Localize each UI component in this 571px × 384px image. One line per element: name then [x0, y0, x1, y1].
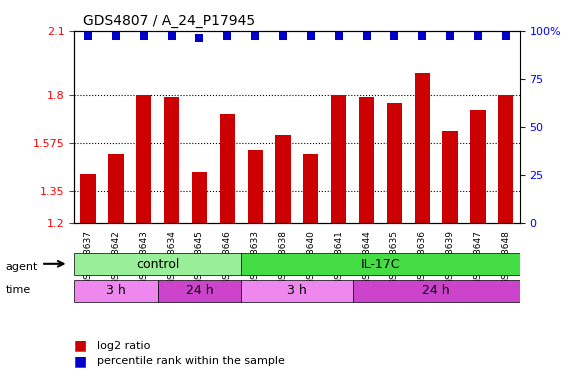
FancyBboxPatch shape: [241, 280, 352, 302]
Bar: [359, 97, 374, 223]
FancyBboxPatch shape: [241, 253, 520, 275]
Text: log2 ratio: log2 ratio: [97, 341, 150, 351]
Point: [83, 33, 93, 40]
Text: ■: ■: [74, 354, 87, 368]
Bar: [136, 95, 151, 223]
Text: 24 h: 24 h: [423, 285, 450, 297]
Point: [223, 33, 232, 40]
Text: control: control: [136, 258, 179, 270]
Point: [195, 35, 204, 41]
Point: [111, 33, 120, 40]
Point: [362, 33, 371, 40]
Bar: [303, 154, 319, 223]
FancyBboxPatch shape: [158, 280, 241, 302]
Text: ■: ■: [74, 339, 87, 353]
Bar: [470, 110, 485, 223]
Bar: [164, 97, 179, 223]
Text: agent: agent: [6, 262, 38, 272]
Bar: [192, 172, 207, 223]
Bar: [498, 95, 513, 223]
Text: IL-17C: IL-17C: [361, 258, 400, 270]
Text: 3 h: 3 h: [287, 285, 307, 297]
Bar: [443, 131, 458, 223]
Text: time: time: [6, 285, 31, 295]
Point: [279, 33, 288, 40]
Text: percentile rank within the sample: percentile rank within the sample: [97, 356, 285, 366]
Point: [445, 33, 455, 40]
Point: [334, 33, 343, 40]
Text: 3 h: 3 h: [106, 285, 126, 297]
Point: [167, 33, 176, 40]
Text: GDS4807 / A_24_P17945: GDS4807 / A_24_P17945: [83, 14, 255, 28]
Bar: [331, 95, 347, 223]
Point: [306, 33, 315, 40]
Bar: [387, 103, 402, 223]
Bar: [275, 135, 291, 223]
Bar: [108, 154, 124, 223]
Point: [390, 33, 399, 40]
Point: [501, 33, 510, 40]
Bar: [247, 150, 263, 223]
Point: [417, 33, 427, 40]
Bar: [415, 73, 430, 223]
Bar: [81, 174, 96, 223]
Bar: [220, 114, 235, 223]
FancyBboxPatch shape: [74, 253, 241, 275]
FancyBboxPatch shape: [74, 280, 158, 302]
Point: [473, 33, 482, 40]
Text: 24 h: 24 h: [186, 285, 214, 297]
Point: [139, 33, 148, 40]
FancyBboxPatch shape: [352, 280, 520, 302]
Point: [251, 33, 260, 40]
